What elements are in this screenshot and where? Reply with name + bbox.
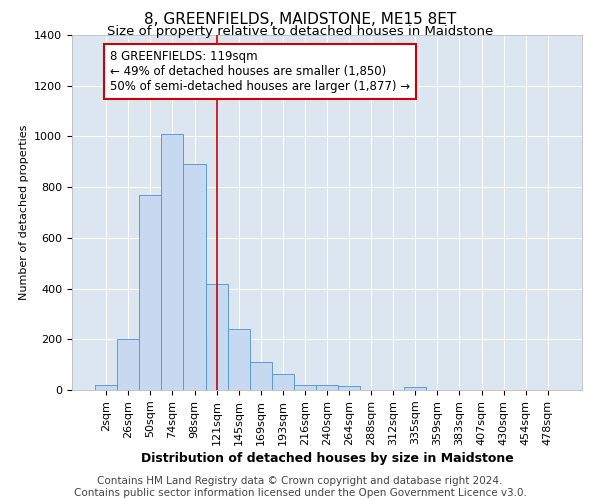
Bar [338, 386, 360, 390]
Text: 8, GREENFIELDS, MAIDSTONE, ME15 8ET: 8, GREENFIELDS, MAIDSTONE, ME15 8ET [144, 12, 456, 28]
Bar [294, 385, 316, 390]
Bar [184, 164, 206, 390]
X-axis label: Distribution of detached houses by size in Maidstone: Distribution of detached houses by size … [140, 452, 514, 465]
Text: Size of property relative to detached houses in Maidstone: Size of property relative to detached ho… [107, 25, 493, 38]
Bar [227, 329, 250, 390]
Bar [272, 374, 294, 390]
Bar [316, 385, 338, 390]
Bar [404, 388, 427, 390]
Bar [95, 385, 117, 390]
Bar [117, 340, 139, 390]
Y-axis label: Number of detached properties: Number of detached properties [19, 125, 29, 300]
Bar [250, 362, 272, 390]
Bar [139, 194, 161, 390]
Bar [206, 284, 227, 390]
Bar [161, 134, 184, 390]
Text: Contains HM Land Registry data © Crown copyright and database right 2024.
Contai: Contains HM Land Registry data © Crown c… [74, 476, 526, 498]
Text: 8 GREENFIELDS: 119sqm
← 49% of detached houses are smaller (1,850)
50% of semi-d: 8 GREENFIELDS: 119sqm ← 49% of detached … [110, 50, 410, 93]
